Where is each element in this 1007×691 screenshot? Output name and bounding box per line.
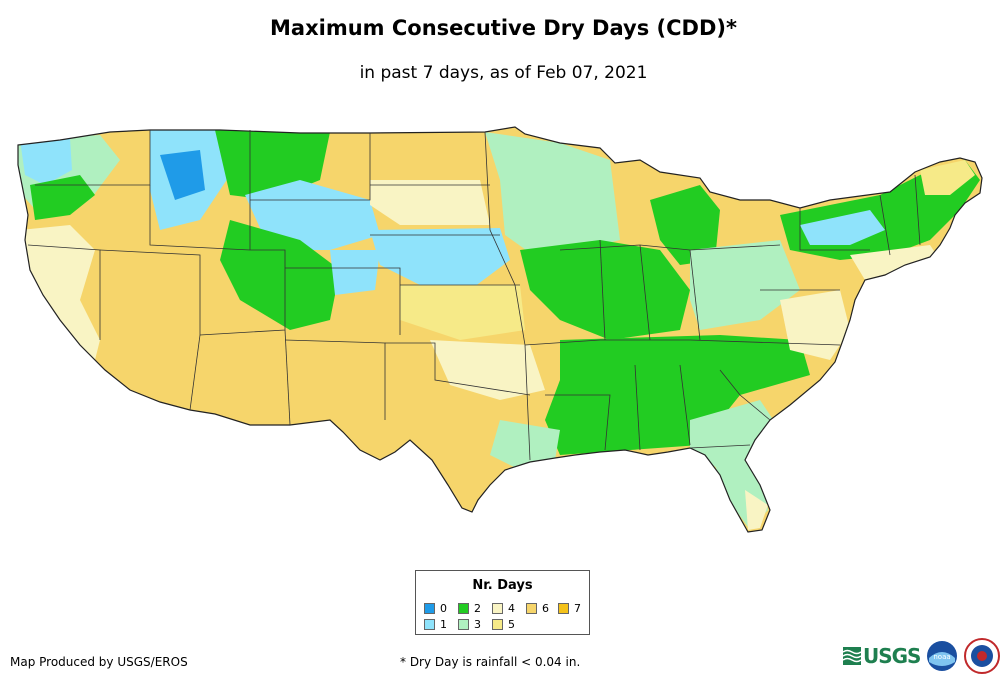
legend-label: 2 <box>474 602 481 615</box>
usgs-logo-text: USGS <box>863 644 921 668</box>
legend-swatch <box>526 603 537 614</box>
dry-day-footnote: * Dry Day is rainfall < 0.04 in. <box>400 655 581 669</box>
legend-swatch <box>424 619 435 630</box>
region-1-day <box>20 138 72 185</box>
state-boundaries <box>27 130 921 461</box>
usgs-logo: USGS <box>843 644 921 668</box>
legend-label: 5 <box>508 618 515 631</box>
region-1-day <box>245 180 380 250</box>
nws-logo-icon <box>964 638 1001 674</box>
legend-title: Nr. Days <box>472 578 533 593</box>
legend-swatch <box>558 603 569 614</box>
legend-swatch <box>492 619 503 630</box>
region-1-day <box>800 210 885 245</box>
legend-item-2: 2 <box>458 602 481 615</box>
region-3-days <box>485 132 620 260</box>
region-3-days <box>490 420 560 470</box>
legend-item-6: 6 <box>526 602 549 615</box>
map-legend: Nr. Days 0 1 2 3 4 5 6 7 <box>415 570 590 635</box>
map-subtitle: in past 7 days, as of Feb 07, 2021 <box>359 63 648 83</box>
region-5-days <box>400 285 525 340</box>
legend-label: 3 <box>474 618 481 631</box>
legend-swatch <box>492 603 503 614</box>
region-3-days <box>690 240 800 330</box>
produced-by-credit: Map Produced by USGS/EROS <box>10 655 188 669</box>
legend-swatch <box>458 619 469 630</box>
agency-logos: USGS noaa <box>843 638 1001 674</box>
legend-label: 0 <box>440 602 447 615</box>
legend-label: 6 <box>542 602 549 615</box>
legend-label: 4 <box>508 602 515 615</box>
dry-days-regions <box>18 127 982 532</box>
region-4-days <box>370 180 490 225</box>
legend-item-3: 3 <box>458 618 481 631</box>
noaa-logo-text: noaa <box>934 653 951 661</box>
region-2-days <box>650 185 720 265</box>
legend-swatch <box>424 603 435 614</box>
legend-item-4: 4 <box>492 602 515 615</box>
region-2-days <box>545 335 810 455</box>
legend-item-0: 0 <box>424 602 447 615</box>
region-0-days <box>160 150 205 200</box>
legend-swatch <box>458 603 469 614</box>
legend-label: 1 <box>440 618 447 631</box>
region-4-days <box>850 245 940 280</box>
region-4-days <box>780 290 850 360</box>
cdd-map <box>17 126 983 533</box>
region-5-days <box>920 160 975 195</box>
legend-label: 7 <box>574 602 581 615</box>
region-1-day <box>370 228 510 290</box>
legend-item-7: 7 <box>558 602 581 615</box>
noaa-logo-icon: noaa <box>927 641 958 671</box>
us-outline <box>17 126 983 533</box>
legend-item-5: 5 <box>492 618 515 631</box>
map-title: Maximum Consecutive Dry Days (CDD)* <box>270 16 737 40</box>
region-4-days <box>430 340 545 400</box>
region-2-days <box>30 175 95 220</box>
legend-item-1: 1 <box>424 618 447 631</box>
usgs-wave-icon <box>843 647 861 665</box>
region-1-day <box>330 250 380 295</box>
region-4-days <box>745 490 768 530</box>
region-4-days <box>20 225 100 380</box>
